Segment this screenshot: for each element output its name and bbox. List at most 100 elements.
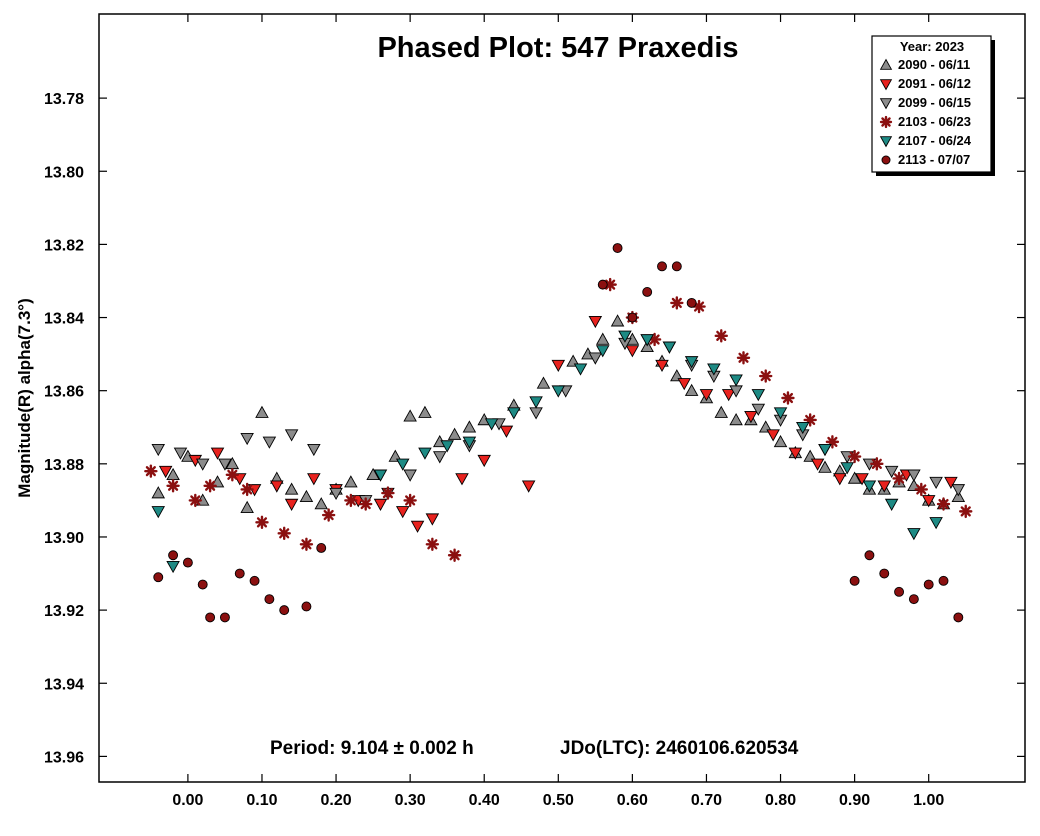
data-point xyxy=(166,479,180,493)
legend-marker xyxy=(879,136,893,148)
data-point xyxy=(951,484,966,497)
data-point xyxy=(381,486,395,500)
data-point xyxy=(234,568,245,579)
legend-label: 2113 - 07/07 xyxy=(898,152,970,167)
data-point xyxy=(403,409,417,422)
data-point xyxy=(329,487,343,501)
data-point xyxy=(884,465,899,479)
data-point xyxy=(877,480,892,493)
data-point xyxy=(597,279,608,290)
data-point xyxy=(707,363,721,376)
data-point xyxy=(818,443,832,457)
data-point xyxy=(923,579,934,590)
data-point xyxy=(929,476,943,490)
legend-title: Year: 2023 xyxy=(900,39,964,54)
data-point xyxy=(894,586,905,597)
data-point xyxy=(959,504,973,519)
data-point xyxy=(551,359,566,373)
data-point xyxy=(262,436,277,449)
data-point xyxy=(240,482,254,497)
data-point xyxy=(907,528,921,541)
y-tick-label: 13.80 xyxy=(44,164,84,181)
data-point xyxy=(373,498,388,511)
data-point xyxy=(818,460,832,473)
y-tick-label: 13.86 xyxy=(44,384,84,401)
data-point xyxy=(529,407,543,420)
data-point xyxy=(314,497,329,510)
data-point xyxy=(588,352,603,365)
data-point xyxy=(358,497,373,511)
data-point xyxy=(484,418,499,431)
data-point xyxy=(284,482,299,495)
data-point xyxy=(307,443,321,457)
data-point xyxy=(188,493,203,508)
data-point xyxy=(301,601,312,612)
data-point xyxy=(307,473,321,486)
data-point xyxy=(642,286,653,297)
y-axis-label: Magnitude(R) alpha(7.3°) xyxy=(15,298,34,497)
data-point xyxy=(462,420,477,433)
legend-marker xyxy=(879,98,893,110)
data-point xyxy=(462,436,477,449)
y-tick-label: 13.96 xyxy=(44,749,84,766)
y-tick-label: 13.78 xyxy=(44,91,84,108)
y-tick-label: 13.84 xyxy=(44,311,84,328)
data-point xyxy=(833,473,847,486)
x-tick-label: 0.70 xyxy=(691,792,722,809)
data-point xyxy=(773,407,788,420)
data-point xyxy=(686,297,697,308)
data-point xyxy=(151,506,166,519)
legend-marker xyxy=(881,155,891,165)
data-point xyxy=(655,359,669,373)
legend-label: 2107 - 06/24 xyxy=(898,133,972,148)
data-point xyxy=(908,594,919,605)
data-point xyxy=(953,612,964,623)
data-point xyxy=(344,475,358,488)
data-point xyxy=(625,345,640,358)
data-point xyxy=(714,405,729,418)
data-point xyxy=(240,500,254,513)
data-point xyxy=(840,462,854,475)
data-point xyxy=(627,312,638,323)
data-point xyxy=(195,458,210,471)
data-point xyxy=(536,376,551,389)
data-point xyxy=(425,513,440,526)
data-point xyxy=(144,464,158,478)
data-point xyxy=(662,341,677,354)
legend-marker xyxy=(879,79,893,91)
data-point xyxy=(219,612,230,623)
data-point xyxy=(929,517,943,530)
data-point xyxy=(225,468,240,482)
legend-label: 2103 - 06/23 xyxy=(898,114,971,129)
period-label: Period: 9.104 ± 0.002 h xyxy=(270,738,474,759)
y-axis-ticks: 13.78 13.80 13.82 13.84 13.86 13.88 13.90 13.92… xyxy=(44,91,1025,766)
legend-label: 2099 - 06/15 xyxy=(898,95,971,110)
data-point xyxy=(849,575,860,586)
data-point xyxy=(299,537,314,551)
data-point xyxy=(870,457,884,471)
data-point xyxy=(847,471,862,484)
y-tick-label: 13.88 xyxy=(44,457,84,474)
legend-label: 2090 - 06/11 xyxy=(898,57,970,72)
data-point xyxy=(612,243,623,254)
data-point xyxy=(447,548,462,562)
data-point xyxy=(433,451,447,464)
data-point xyxy=(395,506,410,519)
y-tick-label: 13.82 xyxy=(44,237,84,254)
data-point xyxy=(595,332,610,345)
plot-frame xyxy=(98,13,1026,783)
x-tick-label: 0.50 xyxy=(543,792,574,809)
data-point xyxy=(284,498,299,511)
data-point xyxy=(255,515,269,530)
data-point xyxy=(240,432,254,446)
data-point xyxy=(825,435,840,449)
chart-title: Phased Plot: 547 Praxedis xyxy=(377,32,738,64)
data-point xyxy=(855,473,869,486)
data-point xyxy=(403,469,417,482)
data-point xyxy=(197,579,208,590)
data-point xyxy=(210,447,225,460)
data-point xyxy=(418,447,432,460)
data-point xyxy=(936,497,951,511)
data-point xyxy=(671,261,682,272)
